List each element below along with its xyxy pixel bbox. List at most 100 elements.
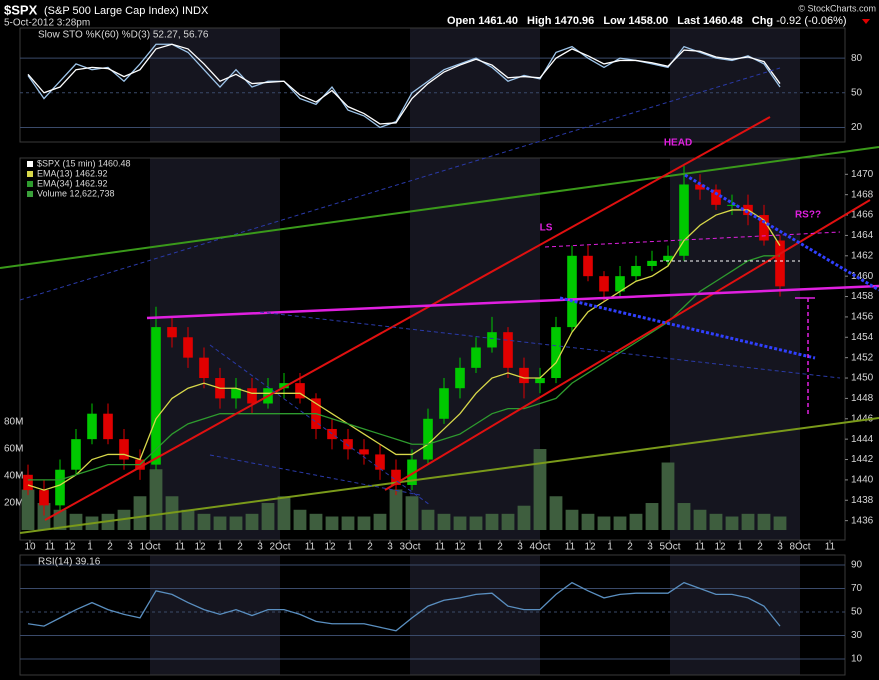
x-tick-label: 12 bbox=[454, 542, 466, 553]
candle-body bbox=[167, 327, 177, 338]
candle-body bbox=[679, 184, 689, 256]
volume-bar bbox=[549, 496, 563, 531]
y-tick-label: 90 bbox=[851, 560, 863, 571]
candle-body bbox=[183, 337, 193, 358]
x-tick-label: 1 bbox=[737, 542, 743, 553]
volume-bar bbox=[405, 496, 419, 531]
y-tick-label: 1442 bbox=[851, 454, 874, 465]
x-tick-label: 3 bbox=[517, 542, 523, 553]
candle-body bbox=[631, 265, 641, 277]
x-tick-label: 2 bbox=[757, 542, 763, 553]
volume-bar bbox=[693, 509, 707, 531]
volume-bar bbox=[309, 513, 323, 531]
volume-bar bbox=[773, 516, 787, 531]
volume-bar bbox=[37, 503, 51, 531]
x-tick-label: 1 bbox=[347, 542, 353, 553]
x-tick-label: 1 bbox=[87, 542, 93, 553]
x-tick-label: 8Oct bbox=[789, 542, 810, 553]
y-tick-label: 1468 bbox=[851, 189, 874, 200]
x-tick-label: 11 bbox=[565, 542, 576, 553]
y-tick-label: 80M bbox=[4, 417, 23, 428]
annotation: RS?? bbox=[795, 210, 821, 221]
y-tick-label: 10 bbox=[851, 654, 863, 665]
volume-bar bbox=[661, 462, 675, 531]
volume-bar bbox=[181, 509, 195, 531]
annotation: LS bbox=[540, 223, 553, 234]
volume-bar bbox=[213, 516, 227, 531]
panel-title: RSI(14) 39.16 bbox=[38, 557, 101, 568]
y-tick-label: 1466 bbox=[851, 210, 874, 221]
legend-label: $SPX (15 min) 1460.48 bbox=[37, 158, 131, 168]
y-tick-label: 1462 bbox=[851, 250, 874, 261]
x-tick-label: 11 bbox=[175, 542, 186, 553]
volume-bar bbox=[133, 496, 147, 531]
candle-body bbox=[663, 255, 673, 261]
volume-bar bbox=[437, 513, 451, 531]
y-tick-label: 50 bbox=[851, 607, 863, 618]
x-tick-label: 2 bbox=[107, 542, 113, 553]
y-tick-label: 50 bbox=[851, 87, 863, 98]
candle-body bbox=[535, 378, 545, 384]
y-tick-label: 1446 bbox=[851, 413, 874, 424]
panel-frame bbox=[19, 554, 846, 676]
x-tick-label: 3 bbox=[387, 542, 393, 553]
candle-body bbox=[119, 439, 129, 460]
candle-body bbox=[551, 327, 561, 379]
y-tick-label: 1438 bbox=[851, 495, 874, 506]
x-tick-label: 11 bbox=[825, 542, 836, 553]
candle-body bbox=[391, 469, 401, 485]
volume-bar bbox=[373, 513, 387, 531]
x-tick-label: 11 bbox=[305, 542, 316, 553]
candle-body bbox=[727, 204, 737, 206]
x-tick-label: 11 bbox=[435, 542, 446, 553]
x-tick-label: 12 bbox=[194, 542, 206, 553]
annotation: HEAD bbox=[664, 138, 692, 149]
y-tick-label: 1452 bbox=[851, 352, 874, 363]
volume-bar bbox=[261, 503, 275, 531]
y-tick-label: 20M bbox=[4, 498, 23, 509]
x-tick-label: 11 bbox=[695, 542, 706, 553]
panel-title: Slow STO %K(60) %D(3) 52.27, 56.76 bbox=[38, 30, 209, 41]
candle-body bbox=[519, 367, 529, 384]
candle-body bbox=[39, 490, 49, 506]
volume-bar bbox=[629, 513, 643, 531]
candle-body bbox=[71, 439, 81, 470]
legend-label: Volume 12,622,738 bbox=[37, 188, 115, 198]
series-line bbox=[27, 43, 781, 129]
volume-bar bbox=[757, 513, 771, 531]
plot: 20 50 80 Slow STO %K(60) %D(3) 52.27, 56.76… bbox=[4, 27, 874, 676]
candle-body bbox=[231, 388, 241, 399]
candle-body bbox=[615, 276, 625, 292]
day-shading bbox=[150, 28, 800, 675]
y-tick-label: 1454 bbox=[851, 332, 874, 343]
x-tick-label: 10 bbox=[24, 542, 36, 553]
volume-bar bbox=[245, 513, 259, 531]
candle-body bbox=[503, 332, 513, 368]
volume-bar bbox=[741, 513, 755, 531]
credit: © StockCharts.com bbox=[798, 3, 876, 13]
volume-bar bbox=[421, 509, 435, 531]
y-tick-label: 1456 bbox=[851, 312, 874, 323]
series-line bbox=[27, 581, 781, 632]
x-tick-label: 2 bbox=[497, 542, 503, 553]
legend-label: EMA(13) 1462.92 bbox=[37, 168, 108, 178]
volume-bar bbox=[341, 516, 355, 531]
volume-bar bbox=[389, 489, 403, 531]
legend-label: EMA(34) 1462.92 bbox=[37, 178, 108, 188]
y-tick-label: 60M bbox=[4, 444, 23, 455]
candle-body bbox=[359, 449, 369, 455]
x-tick-label: 2Oct bbox=[269, 542, 290, 553]
x-tick-label: 3Oct bbox=[399, 542, 420, 553]
x-tick-label: 3 bbox=[777, 542, 783, 553]
volume-bar bbox=[725, 516, 739, 531]
candle-body bbox=[775, 240, 785, 287]
y-tick-label: 20 bbox=[851, 122, 863, 133]
candle-body bbox=[407, 459, 417, 485]
y-tick-label: 30 bbox=[851, 630, 863, 641]
candle-body bbox=[711, 189, 721, 205]
candle-body bbox=[647, 260, 657, 266]
y-tick-label: 1464 bbox=[851, 230, 874, 241]
x-tick-label: 2 bbox=[237, 542, 243, 553]
volume-bar bbox=[677, 503, 691, 531]
